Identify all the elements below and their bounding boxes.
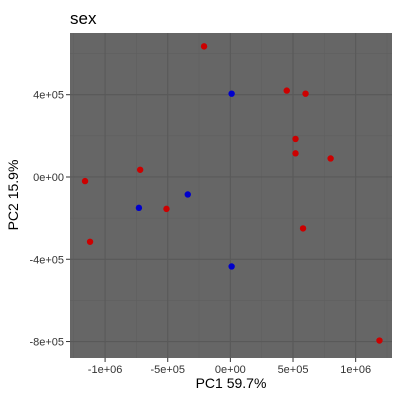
data-point-red [201,43,207,49]
x-axis-title: PC1 59.7% [196,375,267,391]
data-point-blue [185,191,191,197]
data-point-blue [228,90,234,96]
data-point-blue [136,205,142,211]
data-point-red [137,167,143,173]
data-point-red [87,239,93,245]
data-point-red [284,87,290,93]
y-tick-label: -8e+05 [29,337,64,349]
data-point-red [82,178,88,184]
data-point-red [300,225,306,231]
chart-title: sex [70,9,97,28]
y-axis-title: PC2 15.9% [5,160,21,231]
x-tick-label: 5e+05 [278,364,309,376]
y-tick-label: 4e+05 [33,90,64,102]
y-axis-ticks: -8e+05 -4e+05 0e+00 4e+05 [29,90,70,349]
data-point-red [376,337,382,343]
data-point-blue [228,263,234,269]
x-axis-ticks: -1e+06 -5e+05 0e+00 5e+05 1e+06 [88,358,371,376]
x-tick-label: -1e+06 [88,364,123,376]
plot-panel [70,33,392,358]
x-tick-label: 1e+06 [340,364,371,376]
y-tick-label: 0e+00 [33,172,64,184]
data-point-red [302,90,308,96]
data-point-red [163,206,169,212]
x-tick-label: -5e+05 [150,364,185,376]
y-tick-label: -4e+05 [29,254,64,266]
data-point-red [292,136,298,142]
data-point-red [327,155,333,161]
data-point-red [292,150,298,156]
